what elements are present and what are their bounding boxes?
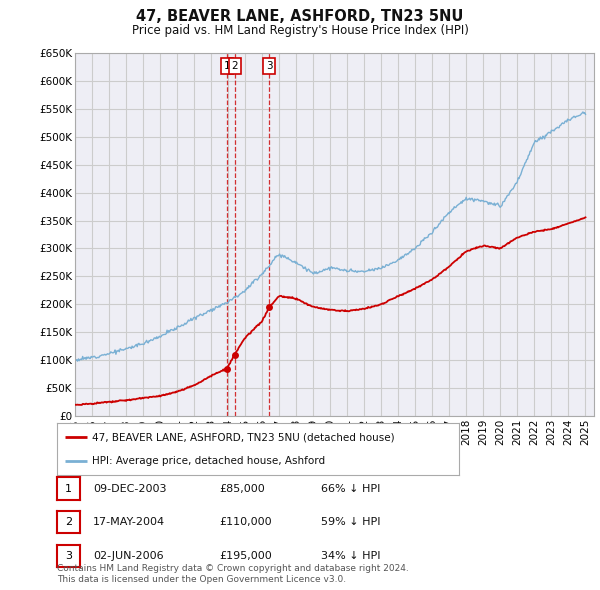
Text: 34% ↓ HPI: 34% ↓ HPI <box>321 551 380 560</box>
Text: 1: 1 <box>65 484 72 493</box>
Text: Contains HM Land Registry data © Crown copyright and database right 2024.: Contains HM Land Registry data © Crown c… <box>57 565 409 573</box>
Text: 3: 3 <box>65 551 72 560</box>
Text: 1: 1 <box>224 61 230 71</box>
Text: £195,000: £195,000 <box>219 551 272 560</box>
Text: £85,000: £85,000 <box>219 484 265 493</box>
Text: 47, BEAVER LANE, ASHFORD, TN23 5NU (detached house): 47, BEAVER LANE, ASHFORD, TN23 5NU (deta… <box>92 432 395 442</box>
Text: 3: 3 <box>266 61 272 71</box>
Text: 2: 2 <box>232 61 238 71</box>
Text: 2: 2 <box>65 517 72 527</box>
Text: HPI: Average price, detached house, Ashford: HPI: Average price, detached house, Ashf… <box>92 456 326 466</box>
Text: £110,000: £110,000 <box>219 517 272 527</box>
Text: 66% ↓ HPI: 66% ↓ HPI <box>321 484 380 493</box>
Text: This data is licensed under the Open Government Licence v3.0.: This data is licensed under the Open Gov… <box>57 575 346 584</box>
Text: 02-JUN-2006: 02-JUN-2006 <box>93 551 164 560</box>
Text: 59% ↓ HPI: 59% ↓ HPI <box>321 517 380 527</box>
Text: Price paid vs. HM Land Registry's House Price Index (HPI): Price paid vs. HM Land Registry's House … <box>131 24 469 37</box>
Text: 09-DEC-2003: 09-DEC-2003 <box>93 484 167 493</box>
Text: 47, BEAVER LANE, ASHFORD, TN23 5NU: 47, BEAVER LANE, ASHFORD, TN23 5NU <box>136 9 464 24</box>
Text: 17-MAY-2004: 17-MAY-2004 <box>93 517 165 527</box>
